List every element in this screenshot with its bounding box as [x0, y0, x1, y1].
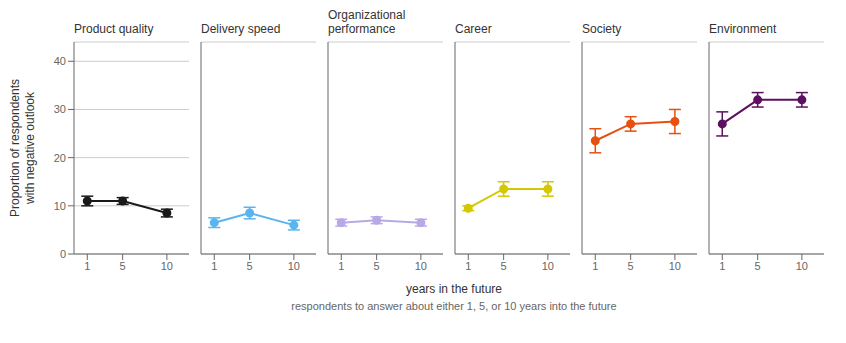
- svg-text:10: 10: [796, 260, 808, 272]
- svg-text:10: 10: [415, 260, 427, 272]
- svg-text:5: 5: [374, 260, 380, 272]
- svg-text:40: 40: [54, 55, 66, 67]
- svg-text:5: 5: [120, 260, 126, 272]
- svg-text:1: 1: [465, 260, 471, 272]
- html-text:performance: performance: [328, 22, 396, 36]
- svg-text:1: 1: [592, 260, 598, 272]
- svg-text:5: 5: [628, 260, 634, 272]
- svg-text:30: 30: [54, 103, 66, 115]
- html-text:Society: Society: [582, 22, 622, 36]
- svg-text:10: 10: [161, 260, 173, 272]
- svg-text:10: 10: [542, 260, 554, 272]
- svg-text:10: 10: [288, 260, 300, 272]
- svg-text:1: 1: [338, 260, 344, 272]
- svg-text:Proportion of respondentswith: Proportion of respondentswith negative o…: [8, 79, 37, 217]
- svg-text:1: 1: [211, 260, 217, 272]
- html-text:Delivery speed: Delivery speed: [201, 22, 281, 36]
- html-text:years in the future: years in the future: [406, 282, 502, 296]
- svg-text:10: 10: [669, 260, 681, 272]
- html-text:Environment: Environment: [709, 22, 777, 36]
- html-text:respondents to answer about ei: respondents to answer about either 1, 5,…: [291, 300, 617, 312]
- svg-text:1: 1: [719, 260, 725, 272]
- svg-text:10: 10: [54, 200, 66, 212]
- svg-text:20: 20: [54, 152, 66, 164]
- svg-text:1: 1: [84, 260, 90, 272]
- svg-text:0: 0: [60, 248, 66, 260]
- html-text:Product quality: Product quality: [74, 22, 154, 36]
- svg-text:5: 5: [247, 260, 253, 272]
- html-text:Organizational: Organizational: [328, 8, 406, 22]
- svg-text:5: 5: [501, 260, 507, 272]
- html-text:Career: Career: [455, 22, 492, 36]
- svg-text:5: 5: [755, 260, 761, 272]
